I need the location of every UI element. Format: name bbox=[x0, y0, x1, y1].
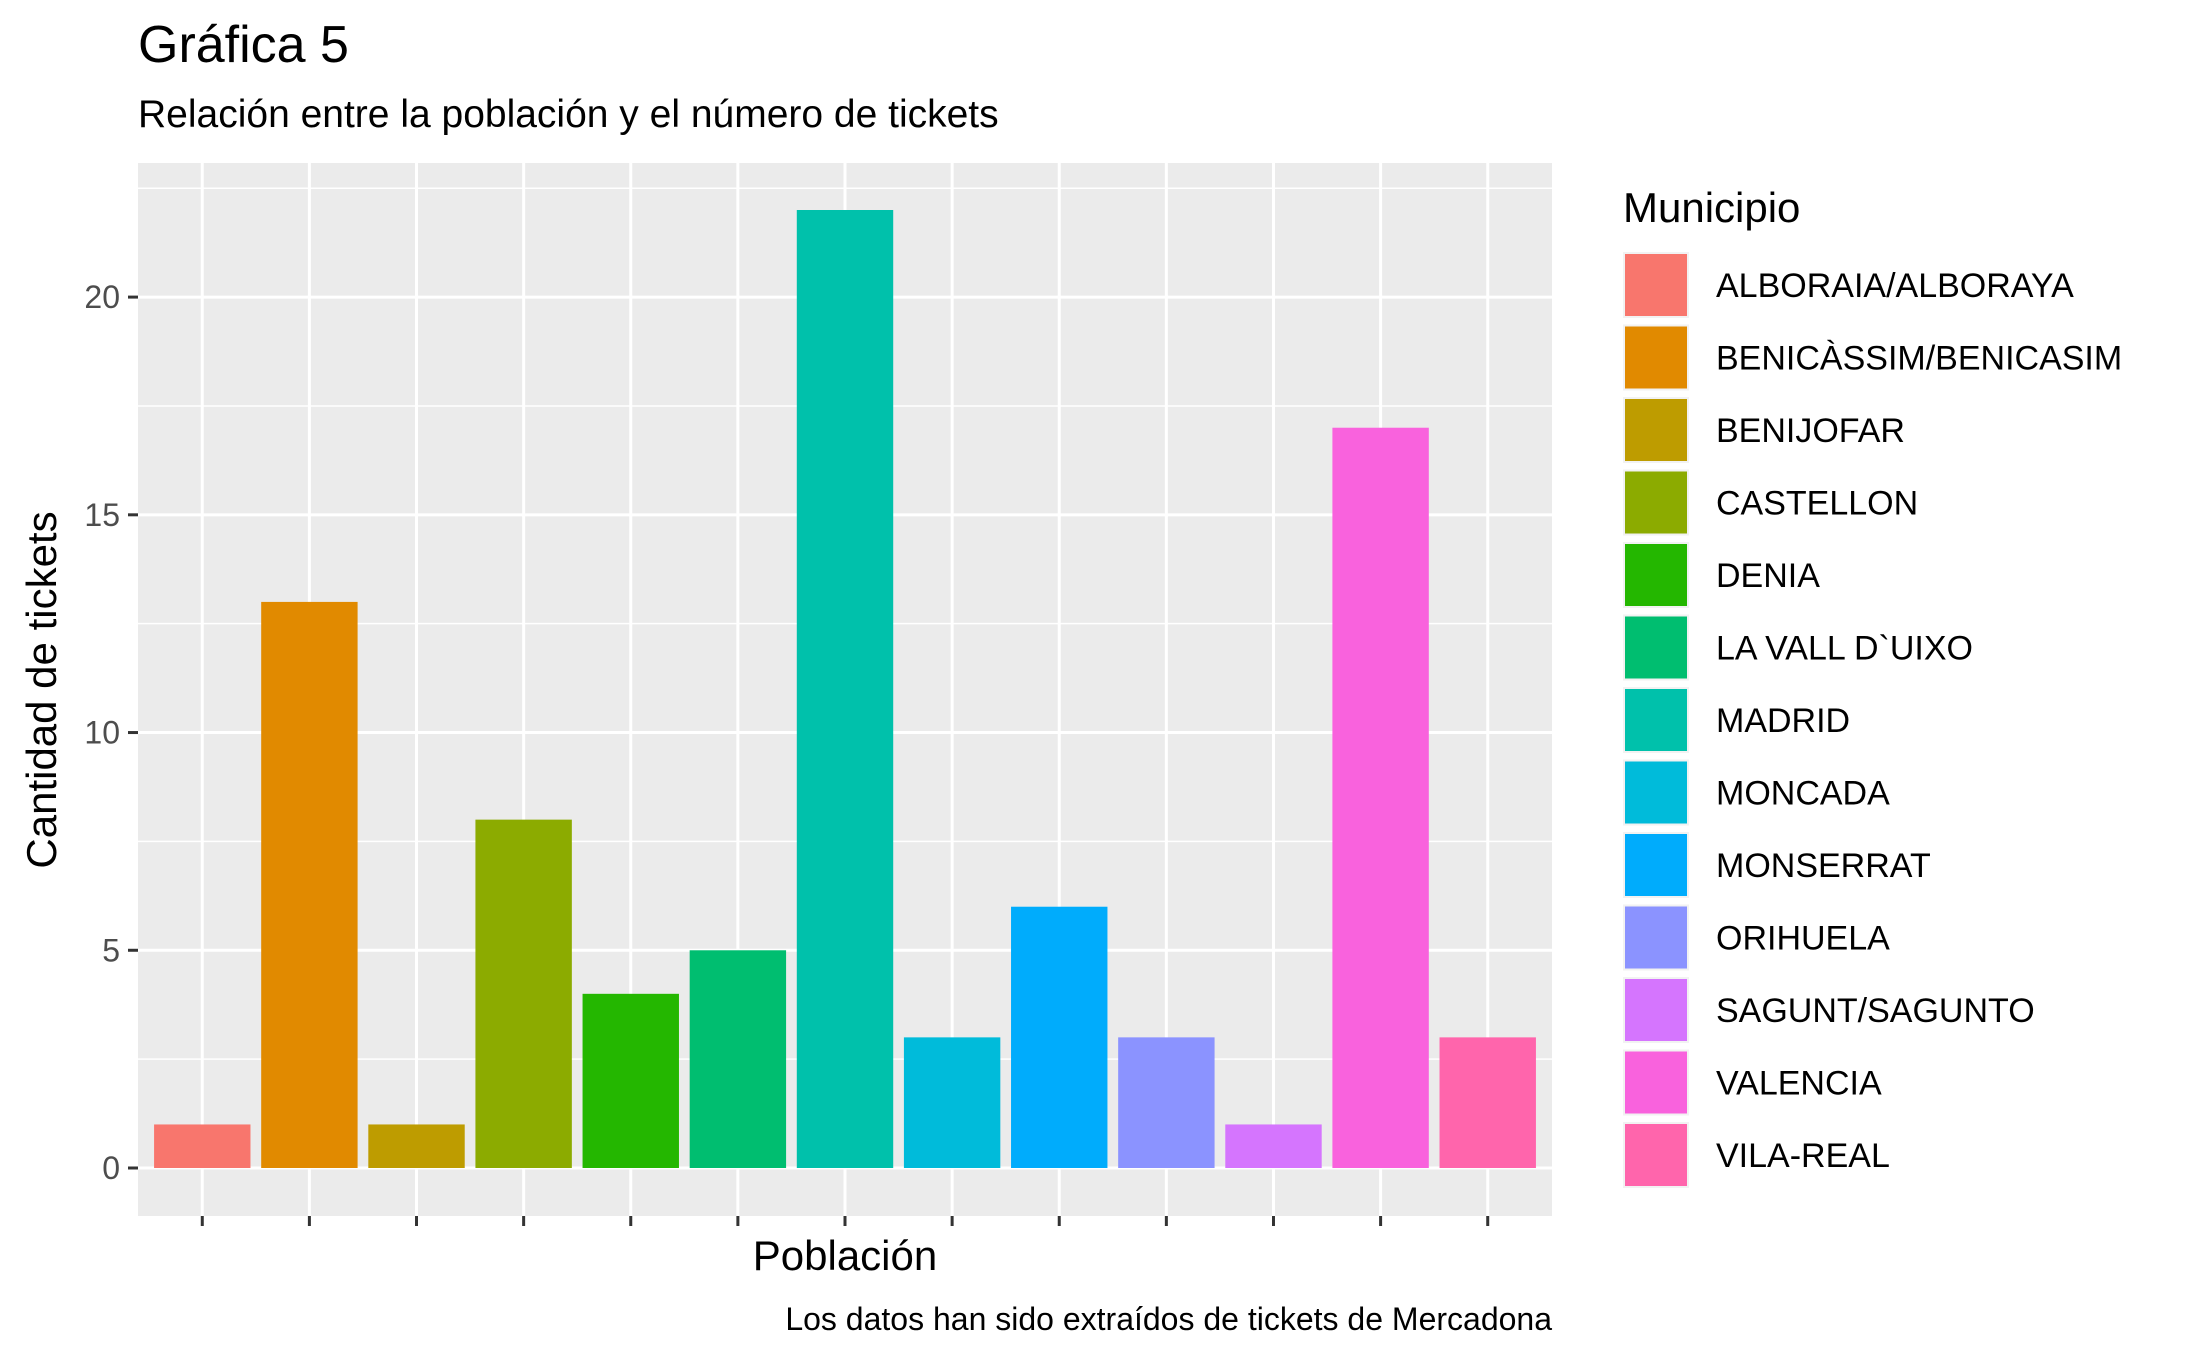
bar bbox=[1439, 1037, 1536, 1168]
legend-key bbox=[1625, 906, 1687, 969]
bar bbox=[154, 1124, 251, 1168]
legend-key bbox=[1625, 761, 1687, 824]
legend-key bbox=[1625, 399, 1687, 461]
y-tick-label: 15 bbox=[84, 497, 120, 533]
legend-key bbox=[1625, 254, 1687, 316]
x-axis-title: Población bbox=[753, 1232, 937, 1279]
chart-title: Gráfica 5 bbox=[138, 16, 349, 74]
y-tick-label: 5 bbox=[102, 932, 120, 968]
legend-label: VALENCIA bbox=[1716, 1065, 1882, 1103]
bar bbox=[1225, 1124, 1322, 1168]
bar bbox=[1118, 1037, 1215, 1168]
legend-key bbox=[1625, 326, 1687, 389]
y-axis-title: Cantidad de tickets bbox=[18, 511, 65, 868]
y-tick-label: 20 bbox=[84, 279, 120, 315]
legend-label: SAGUNT/SAGUNTO bbox=[1716, 992, 2035, 1030]
legend-label: BENIJOFAR bbox=[1716, 412, 1905, 450]
bar bbox=[796, 210, 894, 1168]
legend-label: BENICÀSSIM/BENICASIM bbox=[1716, 340, 2122, 378]
legend-title: Municipio bbox=[1623, 184, 1800, 231]
y-tick-label: 10 bbox=[84, 715, 120, 751]
legend-label: ORIHUELA bbox=[1716, 920, 1890, 958]
bar bbox=[1011, 906, 1108, 1168]
legend-label: VILA-REAL bbox=[1716, 1137, 1890, 1175]
legend-items: ALBORAIA/ALBORAYA BENICÀSSIM/BENICASIM BEN… bbox=[1623, 252, 2122, 1188]
legend-key bbox=[1625, 834, 1687, 896]
legend-label: MONCADA bbox=[1716, 775, 1890, 813]
legend-key bbox=[1625, 1124, 1687, 1186]
legend-label: DENIA bbox=[1716, 557, 1820, 595]
bar bbox=[475, 819, 572, 1168]
legend-label: LA VALL D`UIXO bbox=[1716, 630, 1973, 668]
legend-key bbox=[1625, 1051, 1687, 1114]
legend-key bbox=[1625, 616, 1687, 679]
legend-label: CASTELLON bbox=[1716, 485, 1918, 523]
bar bbox=[689, 950, 787, 1168]
legend-key bbox=[1625, 979, 1687, 1041]
y-axis: 0 5 10 15 20 bbox=[84, 279, 138, 1186]
bar bbox=[903, 1037, 1001, 1168]
chart-subtitle: Relación entre la población y el número … bbox=[138, 93, 999, 136]
bars bbox=[154, 210, 1536, 1168]
y-tick-label: 0 bbox=[102, 1150, 120, 1186]
bar bbox=[1332, 427, 1429, 1168]
bar bbox=[582, 993, 679, 1168]
bar bbox=[368, 1124, 465, 1168]
legend-label: MONSERRAT bbox=[1716, 847, 1931, 885]
legend-key bbox=[1625, 471, 1687, 534]
legend-label: ALBORAIA/ALBORAYA bbox=[1716, 267, 2074, 305]
legend-key bbox=[1625, 689, 1687, 751]
chart-caption: Los datos han sido extraídos de tickets … bbox=[785, 1301, 1552, 1337]
legend-label: MADRID bbox=[1716, 702, 1850, 740]
legend: Municipio ALBORAIA/ALBORAYA BENICÀSSIM/BE… bbox=[1623, 184, 2122, 1188]
legend-key bbox=[1625, 544, 1687, 606]
bar bbox=[261, 601, 358, 1168]
x-axis bbox=[200, 1216, 1490, 1226]
